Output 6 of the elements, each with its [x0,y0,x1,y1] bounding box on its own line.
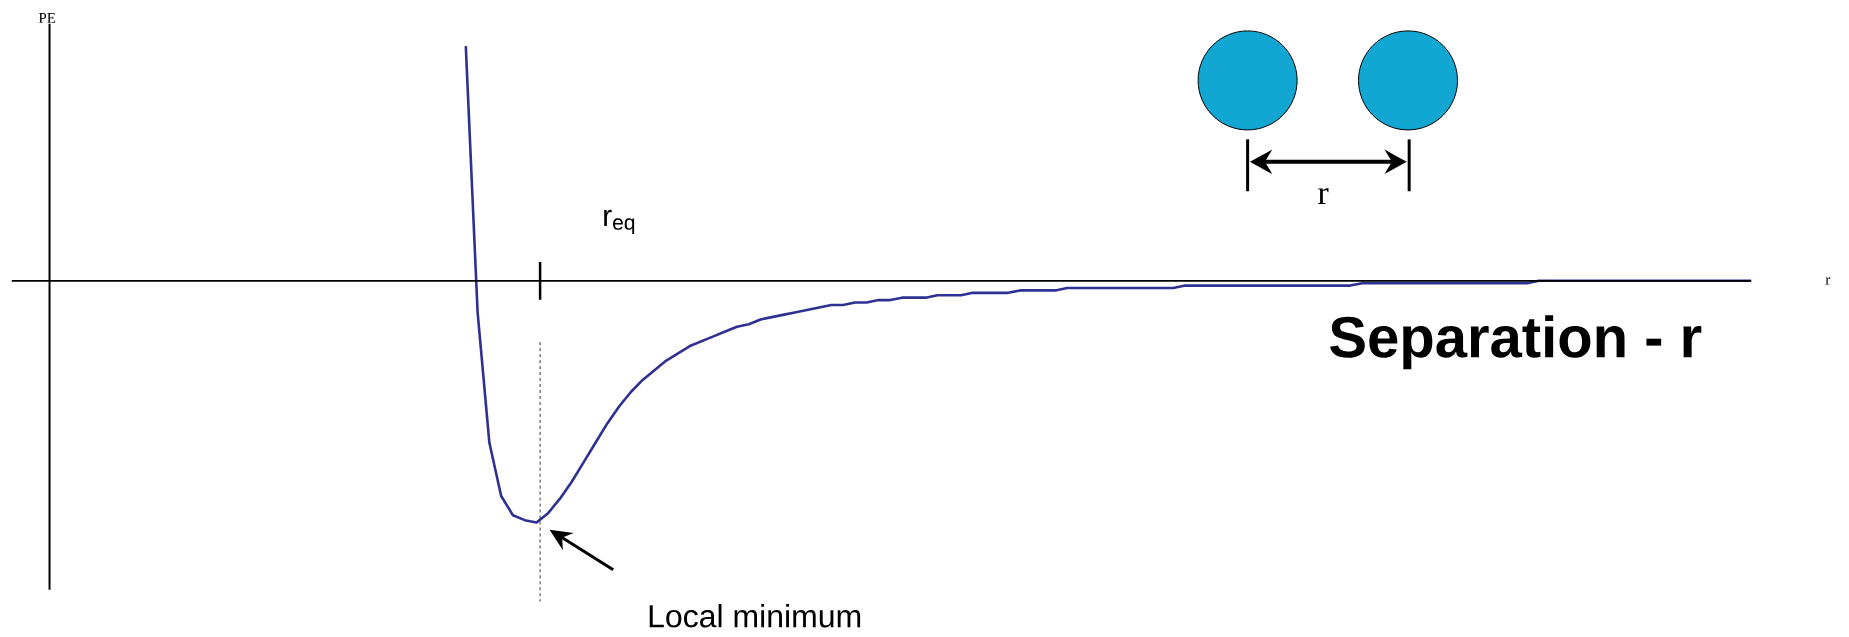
annotation: r [1318,187,1329,204]
text: Local minimum [649,604,861,628]
annotation: Separation - r [1330,315,1702,370]
annotation: r$_{eq}$ [604,209,635,235]
y-axis-title: PE [38,12,56,23]
x-axis-title: r [1825,277,1831,285]
